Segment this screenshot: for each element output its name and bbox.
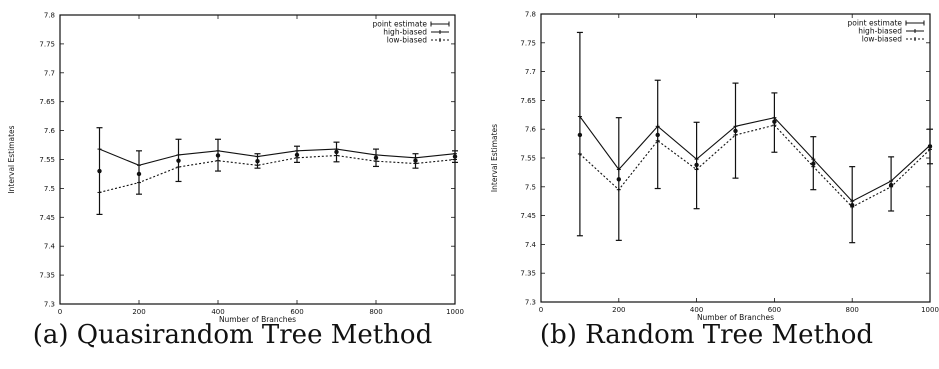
y-tick-label: 7.5 [44, 185, 55, 193]
chart-quasirandom: 7.3 7.35 7.4 7.45 7.5 7.55 7.6 7.65 7.7 7.75 7.8 0 2… [7, 12, 464, 325]
high-biased-line [579, 116, 931, 202]
point-estimate-marker [772, 119, 777, 124]
point-estimate-marker [577, 132, 583, 138]
point-estimate-marker [97, 168, 102, 174]
y-tick-label: 7.7 [44, 69, 55, 77]
point-estimate-marker [215, 153, 221, 158]
legend-label: high-biased [858, 27, 902, 36]
point-estimate-marker [334, 149, 339, 155]
legend-label: point estimate [372, 20, 427, 29]
legend-label: low-biased [862, 35, 902, 44]
x-tick-label: 0 [58, 308, 62, 316]
point-estimate-marker [655, 132, 660, 138]
chart-random: 7.3 7.35 7.4 7.45 7.5 7.55 7.6 7.65 7.7 7.75 7.8 0 2… [490, 11, 939, 323]
caption-random: (b) Random Tree Method [539, 320, 874, 350]
y-tick-label: 7.3 [44, 301, 55, 309]
y-tick-label: 7.4 [525, 241, 537, 249]
low-biased-line [579, 124, 931, 208]
y-tick-label: 7.8 [525, 11, 536, 19]
x-tick-label: 1000 [446, 308, 464, 316]
chart-panel-quasirandom: 7.3 7.35 7.4 7.45 7.5 7.55 7.6 7.65 7.7 7.75 7.8 0 2… [0, 0, 465, 369]
point-estimate-marker [255, 159, 260, 164]
x-tick-label: 400 [690, 306, 703, 314]
point-estimate-marker [413, 158, 418, 163]
y-tick-label: 7.65 [39, 98, 55, 106]
y-tick-label: 7.75 [520, 39, 536, 47]
y-tick-label: 7.35 [520, 270, 536, 278]
point-estimate-marker [811, 161, 816, 166]
x-tick-label: 800 [369, 308, 382, 316]
y-tick-label: 7.7 [525, 68, 536, 76]
y-tick-label: 7.45 [520, 212, 536, 220]
legend-label: low-biased [387, 36, 427, 45]
high-biased-line [99, 148, 456, 166]
y-tick-label: 7.55 [520, 155, 536, 163]
point-estimate-marker [452, 154, 458, 159]
y-tick-label: 7.35 [39, 272, 55, 280]
x-tick-label: 600 [290, 308, 303, 316]
point-estimate-marker [373, 155, 379, 160]
chart-panel-random: 7.3 7.35 7.4 7.45 7.5 7.55 7.6 7.65 7.7 7.75 7.8 0 2… [474, 0, 939, 369]
y-tick-label: 7.75 [39, 40, 55, 48]
x-tick-label: 1000 [921, 306, 939, 314]
x-tick-label: 200 [612, 306, 625, 314]
point-estimate-marker [694, 162, 699, 168]
caption-quasirandom: (a) Quasirandom Tree Method [32, 320, 433, 350]
y-tick-label: 7.6 [44, 127, 56, 135]
low-biased-line [99, 154, 456, 193]
y-tick-label: 7.8 [44, 12, 55, 20]
y-tick-label: 7.5 [525, 183, 536, 191]
x-axis-label: Number of Branches [697, 313, 774, 322]
legend-label: high-biased [383, 28, 427, 37]
y-axis-label: Interval Estimates [7, 125, 16, 193]
y-tick-label: 7.6 [525, 126, 537, 134]
point-estimate-marker [616, 177, 621, 182]
y-tick-label: 7.65 [520, 97, 536, 105]
y-tick-label: 7.3 [525, 299, 536, 307]
point-estimate-marker [294, 152, 300, 158]
x-axis-label: Number of Branches [219, 315, 296, 324]
x-tick-label: 600 [768, 306, 781, 314]
point-estimate-marker [176, 158, 181, 163]
y-tick-label: 7.55 [39, 156, 55, 164]
point-estimate-marker [136, 171, 142, 177]
x-tick-label: 400 [211, 308, 224, 316]
x-tick-label: 800 [846, 306, 859, 314]
point-estimate-marker [733, 128, 738, 134]
y-tick-label: 7.4 [44, 243, 56, 251]
x-tick-label: 200 [132, 308, 145, 316]
x-tick-label: 0 [539, 306, 543, 314]
y-tick-label: 7.45 [39, 214, 55, 222]
legend-label: point estimate [847, 19, 902, 28]
y-axis-label: Interval Estimates [490, 124, 499, 192]
